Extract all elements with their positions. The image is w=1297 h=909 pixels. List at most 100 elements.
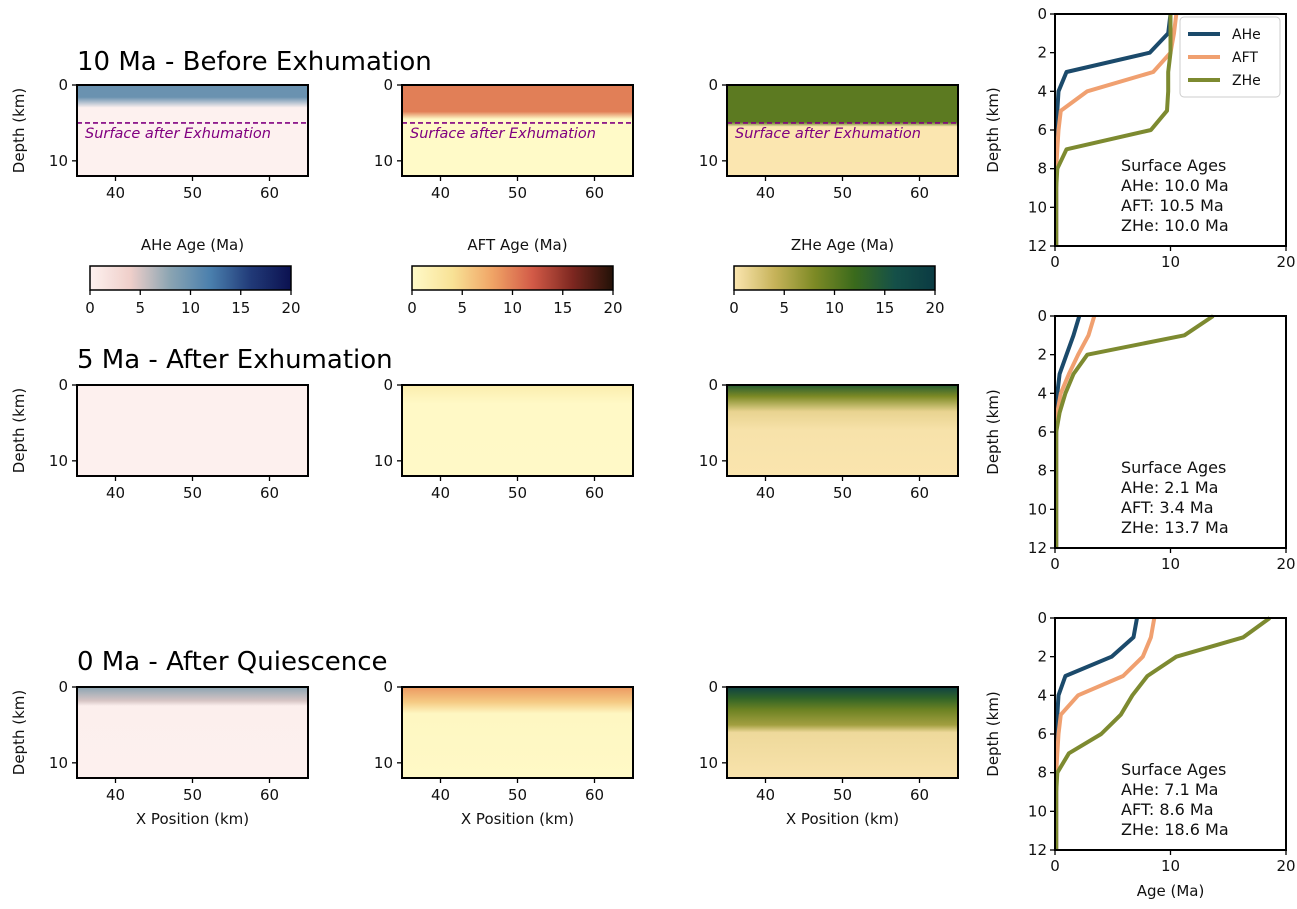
y-tick-label: 0 [58,376,68,394]
x-tick-label: 60 [260,786,279,804]
x-tick-label: 40 [756,786,775,804]
x-tick-label: 50 [183,184,202,202]
legend-box [1179,16,1281,98]
colorbar-tick-label: 15 [875,299,894,317]
aft-map-panel: 40 50 60 0 10 X Position (km) [374,678,634,828]
colorbar-title: AFT Age (Ma) [467,236,567,254]
zhe-age-profile-line [1054,616,1271,850]
row-title: 10 Ma - Before Exhumation [77,47,432,77]
zhe-age-field [727,385,958,476]
y-axis-label: Depth (km) [984,691,1002,776]
zhe-age-profile-line [1054,14,1173,246]
legend-label: AFT [1232,50,1258,66]
legend: AHe AFT ZHe [1179,16,1281,98]
x-tick-label: 40 [431,484,450,502]
zhe-colorbar: ZHe Age (Ma) 0 5 10 15 20 [729,236,944,317]
y-tick-label: 12 [1028,237,1047,255]
y-tick-label: 8 [1037,764,1047,782]
x-tick-label: 60 [585,484,604,502]
y-tick-label: 0 [383,76,393,94]
x-tick-label: 0 [1050,555,1060,573]
surface-age-value: AHe: 2.1 Ma [1121,478,1218,497]
surface-age-value: AHe: 10.0 Ma [1121,176,1229,195]
y-tick-label: 0 [708,376,718,394]
x-tick-label: 0 [1050,253,1060,271]
legend-label: AHe [1232,27,1261,43]
y-tick-label: 10 [374,754,393,772]
colorbar-tick-label: 20 [281,299,300,317]
y-tick-label: 6 [1037,725,1047,743]
ahe-map-panel: 40 50 60 0 10 Depth (km) [10,376,309,502]
y-tick-label: 0 [708,678,718,696]
y-tick-label: 4 [1037,686,1047,704]
row-title: 0 Ma - After Quiescence [77,647,388,677]
y-tick-label: 10 [49,452,68,470]
y-axis-label: Depth (km) [984,87,1002,172]
x-tick-label: 40 [756,484,775,502]
ahe-colorbar: AHe Age (Ma) 0 5 10 15 20 [85,236,300,317]
aft-age-field [402,385,633,476]
colorbar-tick-label: 10 [825,299,844,317]
y-tick-label: 10 [699,452,718,470]
ahe-age-field [77,85,308,176]
x-tick-label: 20 [1276,253,1295,271]
y-tick-label: 0 [708,76,718,94]
surface-age-value: AFT: 3.4 Ma [1121,498,1214,517]
surface-ages-heading: Surface Ages [1121,760,1226,779]
colorbar-tick-label: 15 [553,299,572,317]
x-tick-label: 40 [106,786,125,804]
x-tick-label: 60 [910,786,929,804]
x-tick-label: 10 [1161,253,1180,271]
colorbar-tick-label: 10 [181,299,200,317]
x-axis-label: Age (Ma) [1137,882,1205,900]
y-tick-label: 8 [1037,462,1047,480]
x-tick-label: 50 [833,184,852,202]
y-tick-label: 0 [58,678,68,696]
aft-age-field [402,687,633,778]
y-tick-label: 0 [58,76,68,94]
y-tick-label: 0 [383,376,393,394]
colorbar-title: AHe Age (Ma) [141,236,244,254]
y-tick-label: 10 [1028,198,1047,216]
colorbar-tick-label: 5 [779,299,789,317]
colorbar-title: ZHe Age (Ma) [791,236,894,254]
colorbar-tick-label: 10 [503,299,522,317]
y-tick-label: 2 [1037,648,1047,666]
ahe-age-field [77,687,308,778]
y-tick-label: 10 [1028,802,1047,820]
surface-age-value: ZHe: 18.6 Ma [1121,820,1229,839]
surface-after-exhumation-label: Surface after Exhumation [410,126,596,142]
y-tick-label: 0 [1037,5,1047,23]
zhe-age-profile-line [1054,314,1215,548]
y-tick-label: 10 [699,754,718,772]
x-axis-label: X Position (km) [136,810,249,828]
y-tick-label: 10 [699,152,718,170]
surface-ages-heading: Surface Ages [1121,458,1226,477]
surface-age-value: AFT: 10.5 Ma [1121,196,1224,215]
colorbar-bar [733,265,936,291]
y-axis-label: Depth (km) [10,690,28,775]
colorbar-tick-label: 5 [457,299,467,317]
colorbar-bar [411,265,614,291]
colorbar-bar [89,265,292,291]
y-tick-label: 6 [1037,121,1047,139]
ahe-age-field [77,385,308,476]
surface-age-value: AHe: 7.1 Ma [1121,780,1218,799]
x-tick-label: 60 [585,184,604,202]
y-tick-label: 0 [383,678,393,696]
x-tick-label: 10 [1161,555,1180,573]
y-axis-label: Depth (km) [984,389,1002,474]
zhe-age-field [727,85,958,176]
x-tick-label: 0 [1050,857,1060,875]
x-tick-label: 50 [183,484,202,502]
y-axis-label: Depth (km) [10,388,28,473]
aft-map-panel: Surface after Exhumation 40 50 60 0 10 [374,76,634,202]
y-tick-label: 0 [1037,307,1047,325]
colorbar-tick-label: 5 [135,299,145,317]
x-tick-label: 60 [260,484,279,502]
x-tick-label: 60 [910,184,929,202]
